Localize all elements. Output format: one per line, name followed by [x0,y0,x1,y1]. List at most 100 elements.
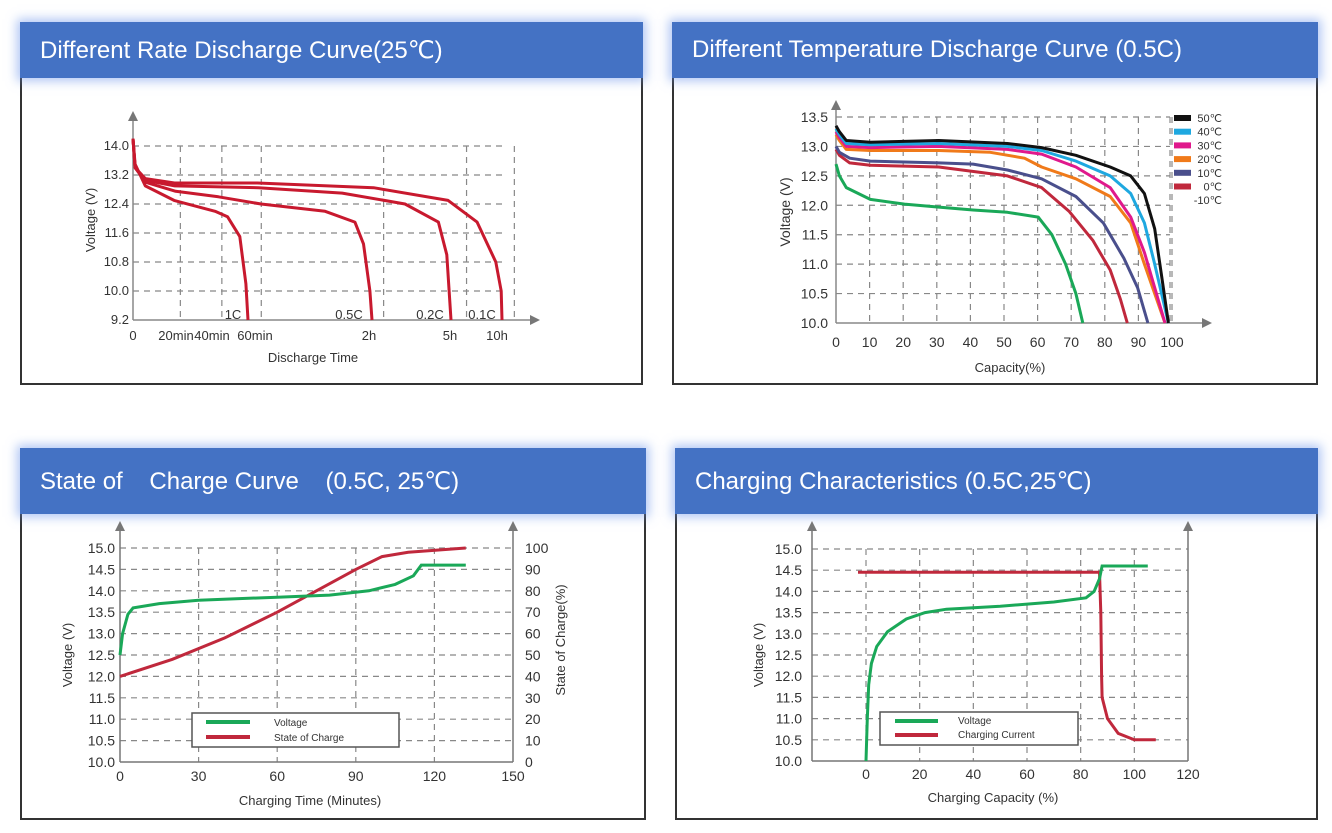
soc-ytick-label: 14.5 [88,561,115,577]
temp-series-line [834,133,1167,324]
temp-ytick-label: 12.5 [801,168,828,184]
soc-ytick-label: 15.0 [88,540,115,556]
temp-xtick-label: 80 [1097,334,1113,350]
charge-ytick-label: 13.0 [775,626,802,642]
temp-xtick-label: 30 [929,334,945,350]
rate-xtick-label: 60min [237,328,272,343]
temp-xtick-label: 90 [1131,334,1147,350]
temp-legend-swatch [1174,128,1191,135]
panel-charge [675,490,1318,820]
charge-xtick-label: 120 [1176,766,1200,782]
charge-xtick-label: 20 [912,766,928,782]
charge-ytick-label: 12.0 [775,668,802,684]
temp-series-line [834,145,1150,324]
temp-xtick-label: 40 [963,334,979,350]
temp-legend-swatch [1174,183,1191,190]
rate-y-arrow-icon [128,111,138,121]
temp-legend-label: 20℃ [1197,154,1222,166]
panel-temp-title: Different Temperature Discharge Curve (0… [672,22,1318,78]
soc-ytick-label: 13.0 [88,626,115,642]
panel-rate-title: Different Rate Discharge Curve(25℃) [20,22,643,78]
rate-xtick-label: 5h [443,328,457,343]
charge-y2-arrow-icon [1183,521,1193,531]
soc-y2tick-label: 50 [525,647,541,663]
temp-x-arrow-icon [1202,318,1212,328]
panel-soc-title: State of Charge Curve (0.5C, 25℃) [20,448,646,514]
soc-ytick-label: 14.0 [88,583,115,599]
charge-series-line-current [858,570,1156,742]
temp-ytick-label: 10.0 [801,315,828,331]
soc-xtick-label: 150 [501,768,525,784]
rate-x-arrow-icon [530,315,540,325]
soc-xtick-label: 90 [348,768,364,784]
soc-y-axis-label: Voltage (V) [60,623,75,687]
charge-ytick-label: 10.0 [775,753,802,769]
charge-ytick-label: 11.0 [776,711,802,727]
temp-ytick-label: 13.5 [801,109,828,125]
charge-ytick-label: 11.5 [776,689,802,705]
soc-y2tick-label: 80 [525,583,541,599]
temp-ytick-label: 10.5 [801,286,828,302]
temp-xtick-label: 50 [996,334,1012,350]
soc-series-line-soc [119,546,466,678]
temp-xtick-label: 10 [862,334,878,350]
temp-series-line [834,128,1170,324]
soc-y2tick-label: 40 [525,668,541,684]
rate-y-axis-label: Voltage (V) [83,188,98,252]
temp-xtick-label: 0 [832,334,840,350]
charge-xtick-label: 0 [862,766,870,782]
soc-ytick-label: 10.5 [88,733,115,749]
temp-y-arrow-icon [831,100,841,110]
rate-series-line-0.5C [131,138,374,321]
soc-xtick-label: 30 [191,768,207,784]
charge-y-arrow-icon [807,521,817,531]
temp-ytick-label: 12.0 [801,197,828,213]
charge-legend-box [879,711,1079,746]
temp-legend-label: -10℃ [1194,195,1222,207]
temp-ytick-label: 11.0 [802,256,828,272]
temp-x-axis-label: Capacity(%) [975,360,1046,375]
rate-ytick-label: 11.6 [105,225,129,240]
rate-xtick-label: 0 [129,328,136,343]
soc-y2tick-label: 100 [525,540,549,556]
temp-legend-swatch [1174,142,1191,149]
temp-ytick-label: 11.5 [802,227,828,243]
rate-xtick-label: 10h [486,328,508,343]
charge-xtick-label: 80 [1073,766,1089,782]
soc-legend-box [191,712,400,748]
temp-legend-swatch [1174,115,1191,121]
temp-legend-label: 30℃ [1197,140,1222,152]
temp-legend-swatch [1174,169,1191,176]
soc-xtick-label: 60 [269,768,285,784]
soc-y2tick-label: 70 [525,604,541,620]
charge-legend-label: Voltage [958,716,992,727]
rate-ytick-label: 14.0 [104,138,129,153]
charge-ytick-label: 14.5 [775,562,802,578]
charge-ytick-label: 13.5 [775,605,802,621]
charge-y-axis-label: Voltage (V) [751,623,766,687]
charge-x-axis-label: Charging Capacity (%) [928,790,1059,805]
soc-y-arrow-icon [115,521,125,531]
soc-legend-label: Voltage [274,718,308,729]
soc-series-line-voltage [118,563,466,656]
soc-y2tick-label: 0 [525,754,533,770]
charge-ytick-label: 14.0 [775,583,802,599]
charge-ytick-label: 10.5 [775,732,802,748]
rate-series-label: 0.2C [416,307,443,322]
charge-series-line-voltage [864,564,1148,762]
rate-series-label: 0.1C [468,307,495,322]
soc-ytick-label: 10.0 [88,754,115,770]
soc-y2tick-label: 20 [525,711,541,727]
temp-xtick-label: 60 [1030,334,1046,350]
rate-series-label: 0.5C [335,307,362,322]
charge-legend-label: Charging Current [958,730,1035,741]
temp-series-line [834,125,1170,324]
charge-xtick-label: 100 [1123,766,1147,782]
soc-x-axis-label: Charging Time (Minutes) [239,793,381,808]
temp-ytick-label: 13.0 [801,138,828,154]
charge-ytick-label: 15.0 [775,541,802,557]
charge-xtick-label: 60 [1019,766,1035,782]
temp-legend-swatch [1174,156,1191,163]
rate-ytick-label: 10.8 [104,254,129,269]
charge-ytick-label: 12.5 [775,647,802,663]
